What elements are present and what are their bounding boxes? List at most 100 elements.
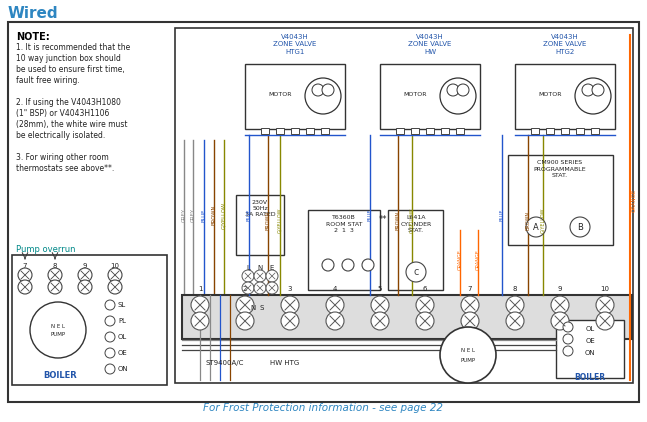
Text: c: c xyxy=(413,267,419,277)
Text: 230V
50Hz
3A RATED: 230V 50Hz 3A RATED xyxy=(245,200,276,217)
Text: Pump overrun: Pump overrun xyxy=(16,245,76,254)
Circle shape xyxy=(254,270,266,282)
Circle shape xyxy=(563,334,573,344)
Circle shape xyxy=(105,348,115,358)
Bar xyxy=(380,64,480,129)
Circle shape xyxy=(575,78,611,114)
Text: MOTOR: MOTOR xyxy=(269,92,292,97)
Text: OE: OE xyxy=(118,350,127,356)
Circle shape xyxy=(563,346,573,356)
Circle shape xyxy=(440,327,496,383)
Circle shape xyxy=(191,312,209,330)
Circle shape xyxy=(30,302,86,358)
Circle shape xyxy=(266,270,278,282)
Text: ST9400A/C: ST9400A/C xyxy=(205,360,243,366)
Bar xyxy=(291,128,299,134)
Circle shape xyxy=(506,312,524,330)
Text: fault free wiring.: fault free wiring. xyxy=(16,76,80,85)
Text: ON: ON xyxy=(118,366,129,372)
Bar xyxy=(508,155,613,245)
Bar xyxy=(388,210,443,290)
Circle shape xyxy=(551,296,569,314)
Text: be electrically isolated.: be electrically isolated. xyxy=(16,131,105,140)
Circle shape xyxy=(312,84,324,96)
Circle shape xyxy=(242,270,254,282)
Circle shape xyxy=(551,312,569,330)
Text: N E L: N E L xyxy=(461,349,475,354)
Circle shape xyxy=(322,84,334,96)
Text: BROWN: BROWN xyxy=(212,205,217,225)
Bar xyxy=(456,128,464,134)
Text: E: E xyxy=(270,265,274,271)
Text: L: L xyxy=(246,265,250,271)
Text: GREY: GREY xyxy=(190,208,195,222)
Text: G/YELLOW: G/YELLOW xyxy=(221,201,226,229)
Text: ORANGE: ORANGE xyxy=(631,188,637,211)
Text: 2. If using the V4043H1080: 2. If using the V4043H1080 xyxy=(16,98,121,107)
Circle shape xyxy=(506,296,524,314)
Bar xyxy=(175,28,633,383)
Text: SL: SL xyxy=(118,302,126,308)
Circle shape xyxy=(461,296,479,314)
Circle shape xyxy=(570,217,590,237)
Circle shape xyxy=(191,296,209,314)
Text: Wired: Wired xyxy=(8,6,59,22)
Text: 10: 10 xyxy=(600,286,609,292)
Bar xyxy=(411,128,419,134)
Circle shape xyxy=(242,282,254,294)
Text: BOILER: BOILER xyxy=(575,373,606,382)
Text: 2: 2 xyxy=(243,286,247,292)
Circle shape xyxy=(281,312,299,330)
Text: ORANGE: ORANGE xyxy=(457,249,463,271)
Circle shape xyxy=(266,282,278,294)
Circle shape xyxy=(371,296,389,314)
Text: MOTOR: MOTOR xyxy=(538,92,562,97)
Text: BLUE: BLUE xyxy=(247,209,252,221)
Bar xyxy=(308,210,380,290)
Text: PUMP: PUMP xyxy=(50,332,65,336)
Text: A: A xyxy=(533,222,539,232)
Circle shape xyxy=(48,268,62,282)
Text: OE: OE xyxy=(585,338,595,344)
Text: be used to ensure first time,: be used to ensure first time, xyxy=(16,65,125,74)
Text: 5: 5 xyxy=(378,286,382,292)
Text: CM900 SERIES
PROGRAMMABLE
STAT.: CM900 SERIES PROGRAMMABLE STAT. xyxy=(534,160,586,178)
Text: MOTOR: MOTOR xyxy=(403,92,427,97)
Text: HW HTG: HW HTG xyxy=(270,360,300,366)
Circle shape xyxy=(440,78,476,114)
Text: thermostats see above**.: thermostats see above**. xyxy=(16,164,115,173)
Text: N E L: N E L xyxy=(51,324,65,328)
Bar xyxy=(276,128,284,134)
Circle shape xyxy=(371,312,389,330)
Circle shape xyxy=(78,280,92,294)
Bar xyxy=(441,128,449,134)
Text: BOILER: BOILER xyxy=(43,371,77,381)
Circle shape xyxy=(342,259,354,271)
Text: GREY: GREY xyxy=(182,208,186,222)
Circle shape xyxy=(406,262,426,282)
Circle shape xyxy=(105,364,115,374)
Circle shape xyxy=(326,296,344,314)
Circle shape xyxy=(108,280,122,294)
Circle shape xyxy=(105,300,115,310)
Text: For Frost Protection information - see page 22: For Frost Protection information - see p… xyxy=(203,403,443,413)
Circle shape xyxy=(18,268,32,282)
Circle shape xyxy=(447,84,459,96)
Text: 9: 9 xyxy=(83,263,87,269)
Circle shape xyxy=(281,296,299,314)
Text: G/YELLOW: G/YELLOW xyxy=(410,207,415,233)
Text: 3: 3 xyxy=(288,286,292,292)
Circle shape xyxy=(362,259,374,271)
Bar xyxy=(561,128,569,134)
Circle shape xyxy=(48,280,62,294)
Text: 7: 7 xyxy=(468,286,472,292)
Text: 4: 4 xyxy=(333,286,337,292)
Text: OL: OL xyxy=(586,326,595,332)
Bar xyxy=(531,128,539,134)
Circle shape xyxy=(563,322,573,332)
Text: 6: 6 xyxy=(422,286,427,292)
Text: BLUE: BLUE xyxy=(367,209,373,221)
Bar xyxy=(245,64,345,129)
Circle shape xyxy=(526,217,546,237)
Circle shape xyxy=(305,78,341,114)
